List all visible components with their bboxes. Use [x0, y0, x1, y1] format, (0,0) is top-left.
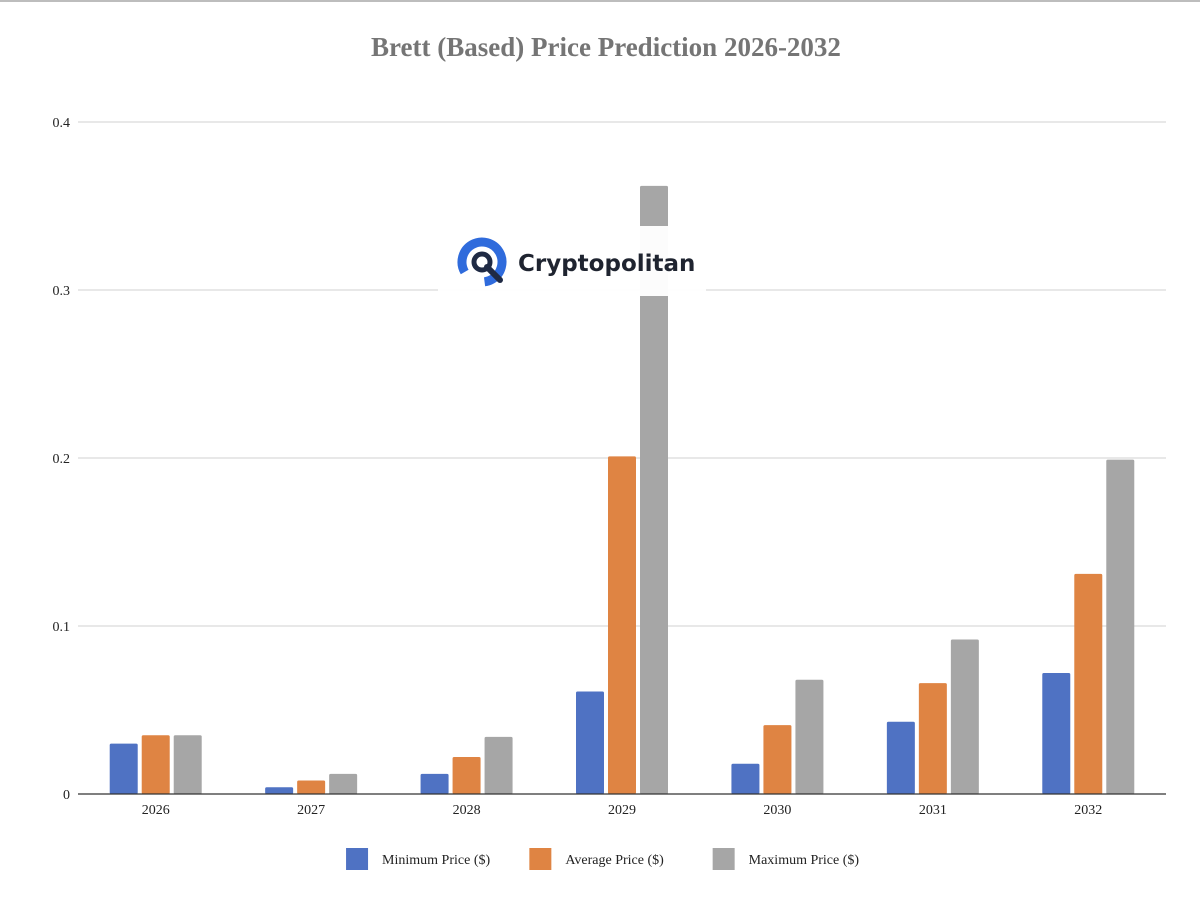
y-axis-ticks: 0 0.1 0.2 0.3 0.4	[53, 116, 71, 803]
x-axis-ticks: 2026 2027 2028 2029 2030 2031 2032	[142, 803, 1103, 818]
bar-2030-series-0	[731, 763, 760, 794]
chart-title: Brett (Based) Price Prediction 2026-2032	[371, 32, 841, 62]
bar-2030-series-1	[763, 725, 792, 794]
legend-label-1: Average Price ($)	[565, 853, 664, 868]
legend-label-2: Maximum Price ($)	[749, 853, 860, 868]
bar-2027-series-2	[329, 773, 358, 794]
y-tick-label: 0.1	[53, 620, 71, 635]
top-border	[0, 0, 1200, 2]
bar-2026-series-0	[109, 743, 138, 794]
x-tick-label: 2032	[1074, 803, 1102, 818]
cryptopolitan-logo-icon	[457, 237, 507, 287]
bar-2029-series-1	[608, 456, 636, 794]
bars	[109, 185, 1135, 795]
y-tick-label: 0.3	[53, 284, 71, 299]
y-tick-label: 0.4	[53, 116, 71, 131]
legend-swatch-2	[712, 848, 735, 870]
bar-2029-series-2	[640, 185, 668, 795]
bar-2031-series-2	[950, 639, 979, 794]
x-tick-label: 2031	[919, 803, 947, 818]
bar-2028-series-2	[484, 736, 513, 794]
bar-2031-series-1	[918, 683, 947, 794]
x-tick-label: 2029	[608, 803, 636, 818]
bar-2031-series-0	[886, 721, 915, 794]
x-tick-label: 2027	[297, 803, 325, 818]
bar-2032-series-2	[1106, 459, 1135, 794]
bar-2028-series-0	[420, 773, 449, 794]
bar-2027-series-1	[297, 780, 326, 794]
bar-2026-series-2	[173, 735, 202, 794]
legend: Minimum Price ($) Average Price ($) Maximu…	[346, 848, 859, 870]
bar-2030-series-2	[795, 679, 824, 794]
bar-2029-series-0	[576, 691, 604, 794]
legend-label-0: Minimum Price ($)	[382, 853, 490, 868]
bar-2032-series-1	[1074, 573, 1103, 794]
x-tick-label: 2030	[763, 803, 791, 818]
cryptopolitan-watermark: Cryptopolitan	[438, 226, 706, 296]
legend-swatch-1	[529, 848, 552, 870]
bar-2027-series-0	[265, 787, 294, 794]
watermark-text: Cryptopolitan	[518, 251, 695, 277]
y-tick-label: 0	[63, 788, 70, 803]
y-tick-label: 0.2	[53, 452, 71, 467]
bar-2032-series-0	[1042, 673, 1071, 794]
bar-2026-series-1	[141, 735, 170, 794]
x-tick-label: 2026	[142, 803, 170, 818]
legend-swatch-0	[346, 848, 369, 870]
x-tick-label: 2028	[453, 803, 481, 818]
bar-2028-series-1	[452, 757, 481, 794]
